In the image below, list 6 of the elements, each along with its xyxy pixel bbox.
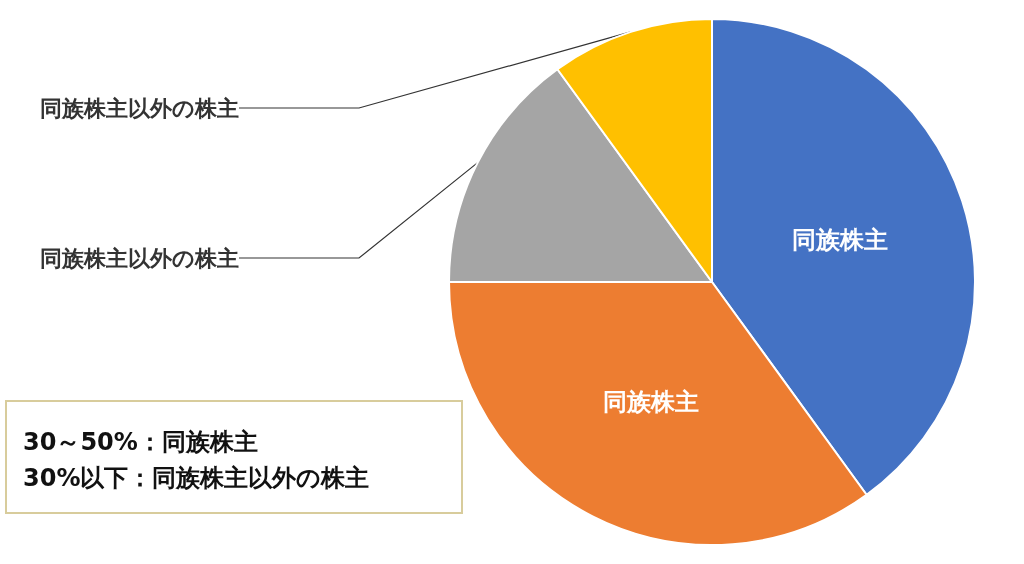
text: 30%以下：同族株主以外の株主 xyxy=(23,463,371,494)
slice-label: 同族株主 xyxy=(602,387,699,416)
slice-label: 同族株主 xyxy=(791,226,888,255)
slice-label: 同族株主以外の株主 xyxy=(40,95,239,121)
text: 30～50%：同族株主 xyxy=(23,427,259,458)
slice-label: 同族株主以外の株主 xyxy=(40,245,239,271)
